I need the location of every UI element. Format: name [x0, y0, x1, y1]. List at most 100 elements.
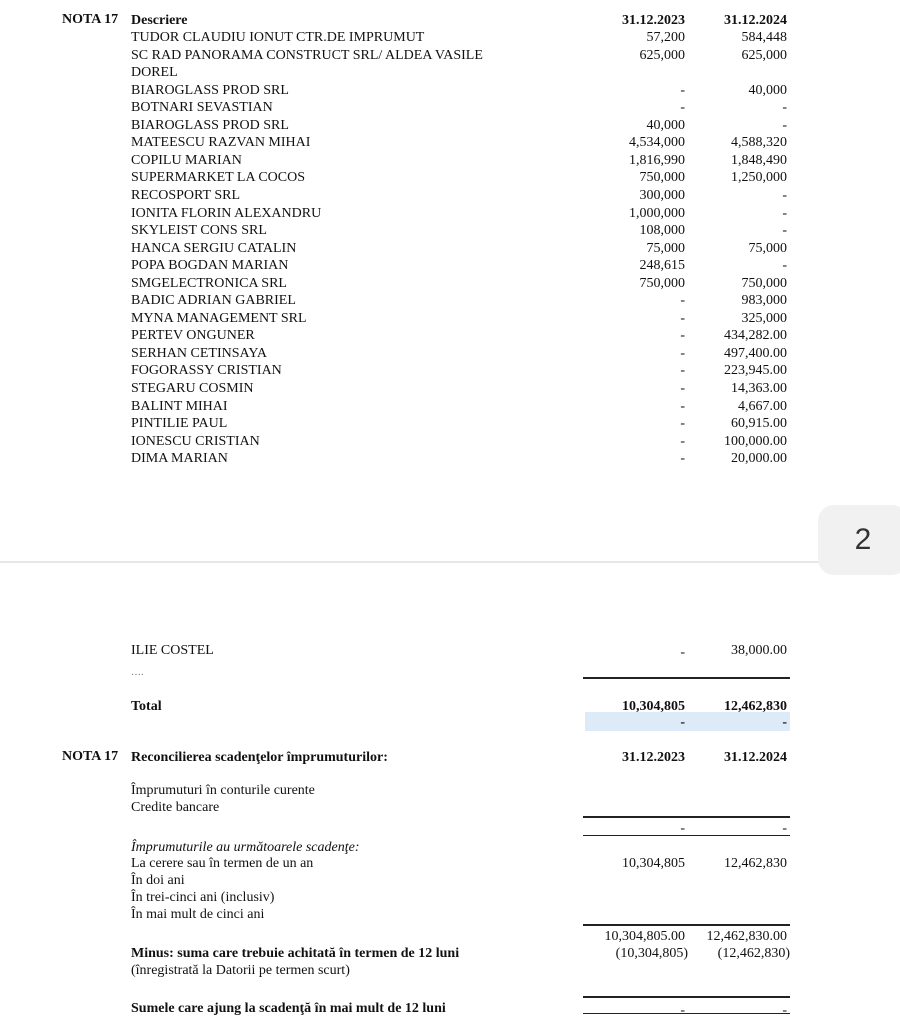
row-2023: 300,000 [639, 187, 686, 203]
note-label: NOTA 17 [62, 12, 119, 27]
row-name: FOGORASSY CRISTIAN [131, 363, 282, 379]
note-label: NOTA 17 [62, 749, 119, 764]
row-2024: 38,000.00 [731, 643, 787, 658]
row-2024: 625,000 [741, 47, 788, 63]
row-name: SUPERMARKET LA COCOS [131, 170, 306, 186]
over12-2023: - [680, 1003, 685, 1018]
row-2024: 4,667.00 [738, 398, 787, 414]
row-2024: 325,000 [741, 310, 788, 326]
row-2023: 625,000 [639, 47, 686, 63]
row-2023: 750,000 [639, 170, 686, 186]
row-name: DOREL [131, 65, 178, 81]
three-five-label: În trei-cinci ani (inclusiv) [131, 890, 275, 905]
row-2023: 1,816,990 [629, 152, 685, 168]
description-header: Descriere [131, 13, 188, 28]
on-demand-2024: 12,462,830 [724, 856, 787, 871]
row-2023: - [680, 82, 685, 98]
row-2024: - [782, 223, 787, 239]
row-2023: - [680, 363, 685, 379]
row-2023: 108,000 [639, 223, 686, 239]
row-2023: - [680, 645, 685, 660]
row-name: ILIE COSTEL [131, 643, 214, 658]
col-2024-header: 31.12.2024 [724, 750, 787, 765]
over12-2024: - [782, 1003, 787, 1018]
row-2024: 983,000 [741, 293, 788, 309]
row-2023: - [680, 381, 685, 396]
row-2023: 4,534,000 [629, 135, 685, 151]
row-2023: 57,200 [646, 30, 686, 45]
row-2024: 14,363.00 [731, 381, 787, 396]
row-name: DIMA MARIAN [131, 451, 228, 467]
sum-2023: 10,304,805.00 [604, 929, 686, 944]
row-2024: 75,000 [748, 240, 788, 256]
row-name: MYNA MANAGEMENT SRL [131, 310, 307, 326]
row-2024: - [782, 205, 787, 221]
on-demand-2023: 10,304,805 [622, 856, 685, 871]
highlight [585, 712, 790, 731]
two-years-label: În doi ani [131, 873, 185, 888]
total-label: Total [131, 699, 162, 714]
row-2023: - [680, 328, 685, 344]
row-name: BALINT MIHAI [131, 398, 228, 414]
row-name: BIAROGLASS PROD SRL [131, 82, 289, 98]
row-2024: - [782, 258, 787, 274]
current-accounts-label: Împrumuturi în conturile curente [131, 783, 315, 798]
row-name: POPA BOGDAN MARIAN [131, 258, 289, 274]
total-2024: 12,462,830 [724, 699, 787, 714]
subtotal-2023: - [680, 821, 685, 836]
row-2024: 584,448 [741, 30, 788, 45]
row-2023: 248,615 [639, 258, 686, 274]
minus-2024: (12,462,830) [717, 946, 790, 961]
row-2023: 750,000 [639, 275, 686, 291]
row-name: SKYLEIST CONS SRL [131, 223, 267, 239]
page-separator [0, 561, 900, 563]
col-2023-header: 31.12.2023 [622, 13, 685, 28]
ellipsis: …. [131, 667, 144, 678]
row-name: SC RAD PANORAMA CONSTRUCT SRL/ ALDEA VAS… [131, 47, 483, 63]
total-sub-2024: - [782, 715, 787, 730]
total-2023: 10,304,805 [622, 699, 685, 714]
row-2024: 60,915.00 [731, 416, 787, 432]
row-name: SMGELECTRONICA SRL [131, 275, 287, 291]
row-2024: 434,282.00 [724, 328, 787, 344]
row-2023: - [680, 345, 685, 361]
subtotal-2024: - [782, 821, 787, 836]
divider [583, 816, 790, 818]
row-name: PERTEV ONGUNER [131, 328, 255, 344]
row-2024: 223,945.00 [724, 363, 787, 379]
row-2023: - [680, 398, 685, 414]
row-2024: - [782, 187, 787, 203]
minus-note: (înregistrată la Datorii pe termen scurt… [131, 963, 350, 978]
divider [583, 996, 790, 998]
divider [583, 835, 790, 836]
row-name: PINTILIE PAUL [131, 416, 228, 432]
row-name: TUDOR CLAUDIU IONUT CTR.DE IMPRUMUT [131, 30, 425, 45]
divider [583, 1013, 790, 1014]
row-2024: - [782, 100, 787, 116]
row-name: RECOSPORT SRL [131, 187, 240, 203]
row-name: IONITA FLORIN ALEXANDRU [131, 205, 322, 221]
row-name: HANCA SERGIU CATALIN [131, 240, 297, 256]
divider [583, 677, 790, 679]
maturities-title: Împrumuturile au următoarele scadenţe: [131, 840, 360, 855]
minus-2023: (10,304,805) [615, 946, 688, 961]
page-number: 2 [818, 505, 900, 575]
row-name: IONESCU CRISTIAN [131, 433, 260, 449]
row-2023: 75,000 [646, 240, 686, 256]
row-2024: 40,000 [748, 82, 788, 98]
over12-label: Sumele care ajung la scadenţă în mai mul… [131, 1001, 446, 1016]
total-sub-2023: - [680, 715, 685, 730]
row-2023: 40,000 [646, 117, 686, 133]
row-name: COPILU MARIAN [131, 152, 242, 168]
over-five-label: În mai mult de cinci ani [131, 907, 265, 922]
row-2023: - [680, 310, 685, 326]
col-2024-header: 31.12.2024 [724, 13, 787, 28]
divider [583, 924, 790, 926]
row-name: BOTNARI SEVASTIAN [131, 100, 273, 116]
row-name: BIAROGLASS PROD SRL [131, 117, 289, 133]
row-2024: - [782, 117, 787, 133]
row-name: BADIC ADRIAN GABRIEL [131, 293, 296, 309]
row-2024: 1,250,000 [731, 170, 787, 186]
col-2023-header: 31.12.2023 [622, 750, 685, 765]
row-2023: - [680, 451, 685, 467]
